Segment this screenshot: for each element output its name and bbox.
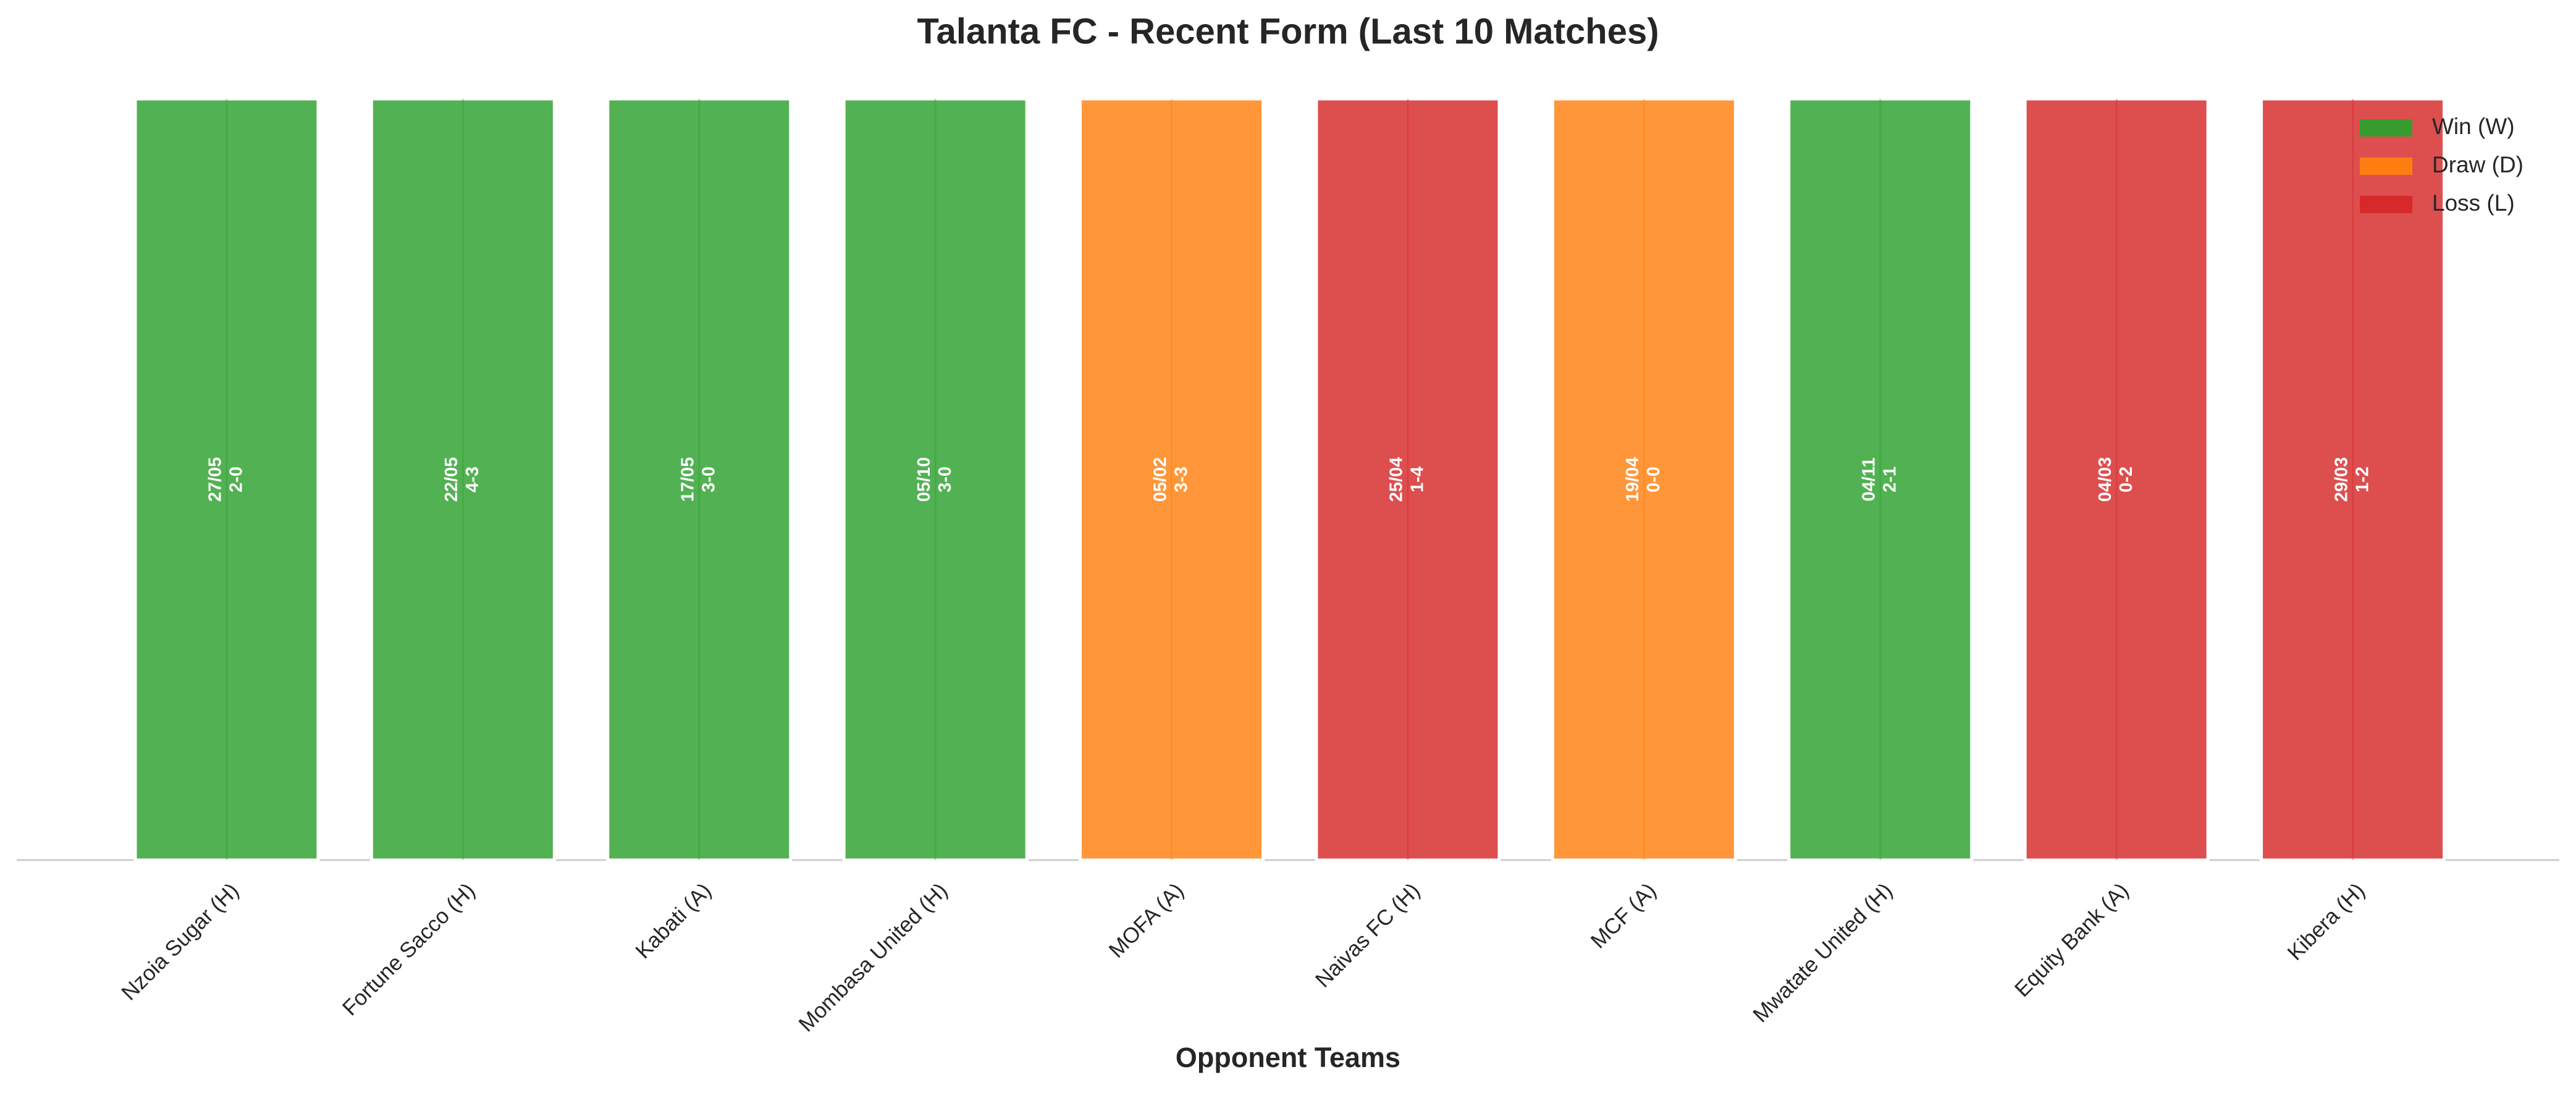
chart-title: Talanta FC - Recent Form (Last 10 Matche… <box>917 11 1659 51</box>
bar-date-label: 04/03 <box>2095 457 2115 502</box>
legend-swatch <box>2360 119 2412 137</box>
bar-date-label: 04/11 <box>1859 458 1879 502</box>
bar-score-label: 1-2 <box>2352 466 2372 492</box>
bar <box>842 97 1029 862</box>
bar <box>1787 97 1974 862</box>
bar-score-label: 2-0 <box>227 466 246 492</box>
legend-label: Loss (L) <box>2432 190 2515 216</box>
bar-date-label: 05/02 <box>1150 457 1170 502</box>
bar-date-label: 19/04 <box>1623 457 1643 502</box>
bar <box>1551 97 1737 862</box>
bar-date-label: 27/05 <box>206 457 225 502</box>
legend-swatch <box>2360 158 2412 175</box>
bar <box>1315 97 1501 862</box>
bar <box>2260 97 2446 862</box>
bar-date-label: 29/03 <box>2331 457 2351 502</box>
bar-score-label: 3-0 <box>699 466 718 492</box>
bar-score-label: 3-0 <box>935 466 955 492</box>
bar-date-label: 25/04 <box>1387 457 1407 502</box>
bar-date-label: 17/05 <box>678 457 697 502</box>
bar-score-label: 1-4 <box>1408 466 1428 492</box>
bar-date-label: 05/10 <box>914 457 934 502</box>
bar-date-label: 22/05 <box>442 457 461 502</box>
bar <box>1079 97 1265 862</box>
bar-score-label: 0-0 <box>1644 466 1664 492</box>
x-axis-label: Opponent Teams <box>1176 1042 1400 1073</box>
legend-label: Win (W) <box>2432 114 2515 139</box>
legend-swatch <box>2360 196 2412 213</box>
legend-label: Draw (D) <box>2432 152 2523 177</box>
bar <box>133 97 320 862</box>
bar-score-label: 3-3 <box>1171 466 1191 492</box>
bar <box>2023 97 2210 862</box>
bar-score-label: 4-3 <box>463 466 482 492</box>
bar <box>369 97 556 862</box>
bar-score-label: 2-1 <box>1880 466 1900 492</box>
bar <box>606 97 793 862</box>
bar-score-label: 0-2 <box>2116 466 2136 492</box>
